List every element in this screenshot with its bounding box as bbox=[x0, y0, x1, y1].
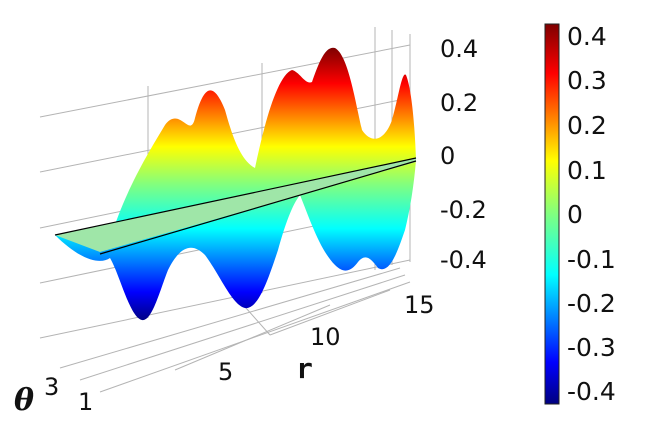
grid-z-0.4 bbox=[39, 44, 411, 118]
colorbar-tick-0.2: 0.2 bbox=[567, 111, 607, 140]
r-axis-label: r bbox=[296, 352, 313, 385]
grid-z--0.4 bbox=[39, 259, 411, 339]
floor-grid bbox=[59, 267, 411, 393]
colorbar-gradient bbox=[544, 23, 560, 405]
colorbar-tick--0.4: -0.4 bbox=[567, 377, 616, 406]
floor-line-1 bbox=[59, 267, 401, 369]
colorbar-tick--0.1: -0.1 bbox=[567, 245, 616, 274]
floor-line-3 bbox=[99, 281, 411, 393]
z-tick-0.4: 0.4 bbox=[440, 35, 478, 63]
colorbar: 0.4 0.3 0.2 0.1 0 -0.1 -0.2 -0.3 -0.4 bbox=[544, 22, 616, 406]
z-tick--0.2: -0.2 bbox=[440, 196, 487, 224]
z-tick--0.4: -0.4 bbox=[440, 246, 487, 274]
r-axis: 5 10 15 r bbox=[218, 291, 435, 386]
theta-tick-3: 3 bbox=[44, 373, 59, 401]
r-tick-15: 15 bbox=[404, 291, 435, 319]
surface-back-ridges bbox=[110, 47, 416, 240]
floor-line-2 bbox=[79, 274, 406, 381]
surface-plot bbox=[54, 47, 417, 321]
colorbar-tick-0.1: 0.1 bbox=[567, 156, 607, 185]
z-tick-0: 0 bbox=[440, 142, 455, 170]
surface-lower-edge bbox=[99, 160, 417, 255]
colorbar-tick-0.3: 0.3 bbox=[567, 66, 607, 95]
surface-edge-band bbox=[55, 158, 416, 252]
theta-axis: 3 1 θ bbox=[14, 373, 93, 418]
floor-line-5 bbox=[269, 289, 391, 336]
colorbar-tick--0.3: -0.3 bbox=[567, 333, 616, 362]
colorbar-tick--0.2: -0.2 bbox=[567, 289, 616, 318]
theta-tick-1: 1 bbox=[78, 388, 93, 416]
colorbar-tick-0.4: 0.4 bbox=[567, 22, 607, 51]
r-tick-5: 5 bbox=[218, 358, 233, 386]
r-tick-10: 10 bbox=[310, 323, 341, 351]
floor-line-4 bbox=[174, 304, 331, 371]
z-tick-0.2: 0.2 bbox=[440, 89, 478, 117]
surface-front-edge bbox=[54, 157, 417, 236]
z-axis-ticks: 0.4 0.2 0 -0.2 -0.4 bbox=[440, 35, 487, 274]
colorbar-tick-0: 0 bbox=[567, 200, 583, 229]
surface-front-troughs bbox=[55, 160, 416, 321]
theta-axis-label: θ bbox=[14, 383, 34, 418]
